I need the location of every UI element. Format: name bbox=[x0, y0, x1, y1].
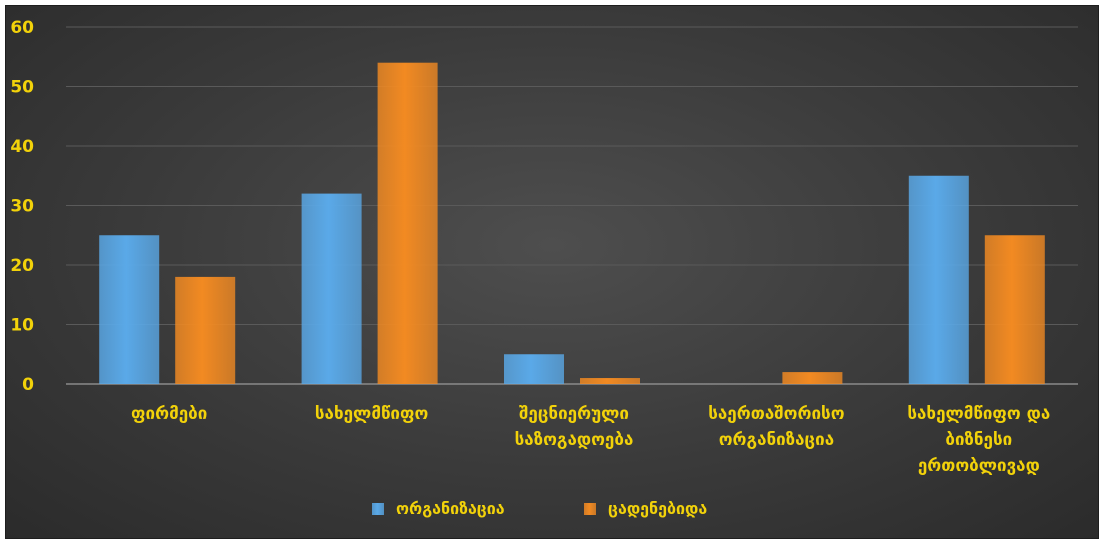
x-tick-label: საერთაშორისო bbox=[708, 404, 844, 424]
y-tick-label: 10 bbox=[10, 316, 34, 336]
bar[interactable] bbox=[782, 372, 843, 384]
chart-area: 0 10 20 30 40 50 60 ფირმები სახელმწიფო შეცნიერული… bbox=[5, 5, 1099, 539]
bar[interactable] bbox=[908, 175, 969, 384]
x-tick-label: ბიზნესი bbox=[945, 430, 1012, 450]
bar[interactable] bbox=[377, 62, 438, 384]
y-tick-label: 20 bbox=[10, 256, 34, 276]
x-tick-label: ორგანიზაცია bbox=[719, 430, 834, 450]
bar[interactable] bbox=[504, 354, 564, 384]
y-tick-label: 40 bbox=[10, 137, 34, 157]
x-tick-label: სახელმწიფო bbox=[315, 404, 429, 424]
legend-label: ცადენებიდა bbox=[608, 499, 707, 518]
bar[interactable] bbox=[580, 378, 640, 384]
y-tick-label: 30 bbox=[10, 197, 34, 217]
legend-swatch bbox=[584, 503, 596, 515]
bar[interactable] bbox=[99, 235, 160, 384]
bar[interactable] bbox=[301, 193, 362, 384]
y-tick-label: 50 bbox=[10, 78, 34, 98]
x-tick-label: საზოგადოება bbox=[515, 430, 634, 450]
x-tick-label: შეცნიერული bbox=[519, 404, 629, 424]
x-tick-label: ფირმები bbox=[131, 404, 207, 424]
legend-swatch bbox=[372, 503, 384, 515]
legend-label: ორგანიზაცია bbox=[396, 499, 505, 518]
bar[interactable] bbox=[984, 235, 1045, 384]
bar-chart: 0 10 20 30 40 50 60 ფირმები სახელმწიფო შეცნიერული… bbox=[10, 18, 1078, 518]
bar[interactable] bbox=[175, 276, 236, 384]
y-tick-label: 0 bbox=[22, 375, 34, 395]
y-tick-label: 60 bbox=[10, 18, 34, 38]
x-tick-label: ერთობლივად bbox=[918, 456, 1040, 476]
x-tick-label: სახელმწიფო და bbox=[907, 404, 1050, 424]
